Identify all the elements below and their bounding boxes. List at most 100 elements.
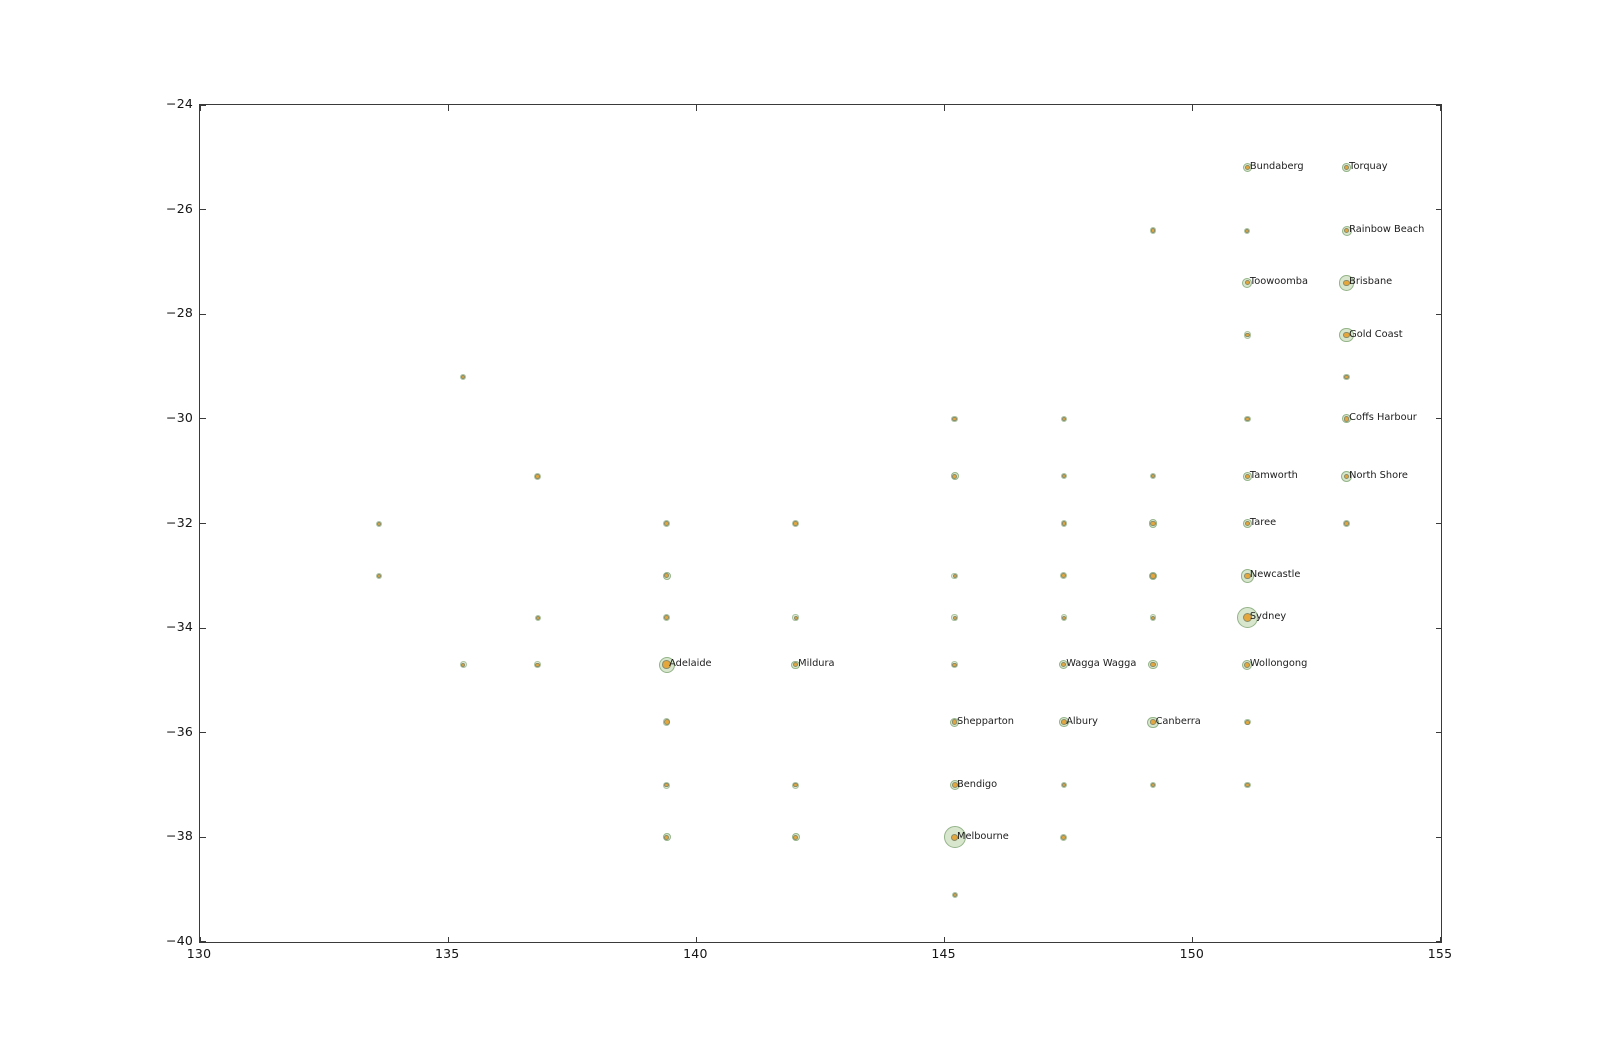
city-point-brisbane-dot xyxy=(1343,279,1350,287)
city-point-newcastle-dot xyxy=(1244,572,1251,580)
data-point-dot xyxy=(1245,416,1250,422)
data-point-dot xyxy=(1061,573,1067,579)
data-point-dot xyxy=(1150,228,1156,233)
city-label-taree: Taree xyxy=(1249,517,1277,528)
x-tick-bottom xyxy=(199,936,201,942)
x-tick-label: 140 xyxy=(683,946,708,961)
city-label-rainbow-beach: Rainbow Beach xyxy=(1349,224,1425,236)
city-label-wollongong: Wollongong xyxy=(1249,658,1308,670)
y-tick-label: −40 xyxy=(166,933,193,948)
city-label-shepparton: Shepparton xyxy=(957,715,1014,727)
data-point-dot xyxy=(1245,719,1250,725)
y-tick-label: −32 xyxy=(166,514,193,530)
y-tick-right xyxy=(1435,627,1441,629)
y-tick-right xyxy=(1435,732,1441,734)
city-label-north-shore: North Shore xyxy=(1349,469,1408,481)
city-label-brisbane: Brisbane xyxy=(1349,276,1393,288)
city-point-sydney-dot xyxy=(1242,612,1253,623)
y-tick-right xyxy=(1435,209,1441,211)
x-tick-bottom xyxy=(1192,936,1194,942)
data-point-dot xyxy=(793,521,798,526)
city-label-newcastle: Newcastle xyxy=(1249,569,1301,581)
data-point-dot xyxy=(664,782,669,788)
data-point-dot xyxy=(952,615,957,620)
city-point-bundaberg-dot xyxy=(1245,165,1250,171)
data-point-dot xyxy=(1150,573,1156,579)
data-point-dot xyxy=(1061,521,1066,526)
city-label-adelaide: Adelaide xyxy=(669,658,712,670)
plot-area: Adelaide Mildura Shepparton Bendigo Melbourn… xyxy=(199,104,1442,943)
city-point-bendigo-dot xyxy=(951,782,958,789)
city-label-tamworth: Tamworth xyxy=(1249,469,1298,481)
city-point-toowoomba-dot xyxy=(1245,280,1250,286)
city-label-wagga-wagga: Wagga Wagga xyxy=(1066,658,1137,670)
data-point-dot xyxy=(1245,332,1250,338)
city-point-wollongong-dot xyxy=(1244,661,1251,668)
x-tick-top xyxy=(447,105,449,111)
city-label-bendigo: Bendigo xyxy=(957,778,998,790)
data-point-dot xyxy=(663,719,670,726)
data-point-dot xyxy=(664,834,670,840)
data-point-dot xyxy=(1344,521,1349,526)
x-tick-label: 145 xyxy=(931,946,956,961)
data-point-dot xyxy=(1344,374,1349,380)
x-tick-top xyxy=(199,105,201,111)
data-point-dot xyxy=(952,892,957,897)
x-tick-bottom xyxy=(1440,936,1442,942)
city-point-wagga-wagga-dot xyxy=(1061,662,1067,668)
y-tick-label: −24 xyxy=(166,96,193,111)
city-point-torquay-dot xyxy=(1344,165,1350,171)
city-label-melbourne: Melbourne xyxy=(957,830,1009,842)
x-tick-label: 135 xyxy=(434,946,460,961)
data-point-dot xyxy=(952,416,957,422)
data-point-dot xyxy=(1151,474,1156,479)
y-tick-left xyxy=(200,941,206,943)
y-tick-left xyxy=(200,104,206,106)
data-point-dot xyxy=(376,573,381,578)
x-tick-top xyxy=(944,105,946,111)
data-point-dot xyxy=(952,573,957,578)
y-tick-label: −34 xyxy=(166,619,193,635)
city-label-toowoomba: Toowoomba xyxy=(1249,276,1308,288)
y-tick-left xyxy=(200,313,206,315)
data-point-dot xyxy=(1245,228,1250,233)
y-tick-label: −30 xyxy=(166,409,193,425)
y-tick-right xyxy=(1435,104,1441,106)
x-tick-bottom xyxy=(695,936,697,942)
y-tick-left xyxy=(200,209,206,211)
x-tick-bottom xyxy=(944,936,946,942)
data-point-dot xyxy=(1061,834,1067,840)
city-point-north-shore-dot xyxy=(1343,473,1350,480)
city-point-tamworth-dot xyxy=(1245,474,1250,479)
city-point-canberra-dot xyxy=(1150,719,1156,726)
y-tick-left xyxy=(200,522,206,525)
city-point-albury-dot xyxy=(1060,719,1067,726)
y-tick-label: −26 xyxy=(166,200,193,216)
data-point-dot xyxy=(1061,615,1066,620)
y-tick-right xyxy=(1435,313,1441,315)
data-point-dot xyxy=(376,521,381,526)
x-tick-bottom xyxy=(447,936,449,942)
data-point-dot xyxy=(793,615,798,620)
y-tick-right xyxy=(1435,836,1441,838)
data-point-dot xyxy=(461,375,466,380)
data-point-dot xyxy=(793,782,798,788)
x-tick-label: 150 xyxy=(1179,946,1205,961)
data-point-dot xyxy=(664,521,669,526)
data-point-dot xyxy=(535,662,540,667)
city-point-shepparton-dot xyxy=(951,719,958,726)
y-tick-label: −38 xyxy=(166,828,193,844)
city-label-coffs-harbour: Coffs Harbour xyxy=(1349,412,1417,424)
city-label-canberra: Canberra xyxy=(1155,715,1201,727)
city-label-torquay: Torquay xyxy=(1349,161,1388,173)
x-tick-top xyxy=(695,105,697,111)
city-label-bundaberg: Bundaberg xyxy=(1249,161,1304,173)
y-tick-left xyxy=(200,836,206,838)
data-point-dot xyxy=(664,615,669,621)
city-point-gold-coast-dot xyxy=(1343,331,1350,339)
city-point-melbourne-dot xyxy=(950,833,959,841)
city-point-adelaide-dot xyxy=(662,660,671,670)
data-point-dot xyxy=(952,662,957,667)
city-label-mildura: Mildura xyxy=(798,658,835,670)
